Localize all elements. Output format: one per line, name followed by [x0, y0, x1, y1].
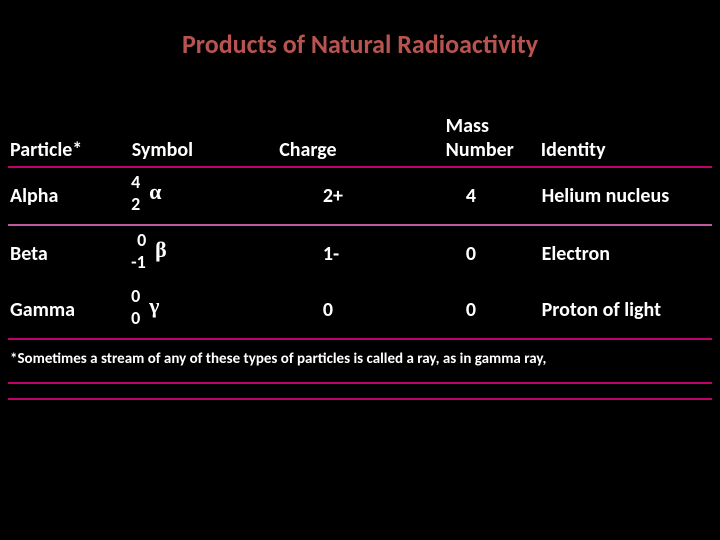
- cell-symbol: 0 0 γ: [131, 287, 278, 333]
- mass-header-line2: Number: [446, 138, 541, 162]
- cell-particle: Beta: [8, 242, 131, 266]
- cell-mass: 0: [446, 242, 542, 266]
- atomic-number: 0: [131, 309, 140, 327]
- mass-number: 0: [131, 287, 140, 305]
- particle-letter: β: [155, 239, 167, 261]
- cell-mass: 0: [446, 298, 542, 322]
- radioactivity-table: Particle* Symbol Charge Mass Number Iden…: [8, 100, 712, 400]
- table-row: Beta 0 -1 β 1- 0 Electron: [8, 226, 712, 282]
- mass-number: 4: [131, 173, 140, 191]
- table-footnote: *Sometimes a stream of any of these type…: [8, 340, 712, 382]
- particle-letter: γ: [149, 295, 159, 317]
- mass-number: 0: [137, 231, 146, 249]
- cell-symbol: 4 2 α: [131, 173, 278, 219]
- cell-particle: Gamma: [8, 298, 131, 322]
- cell-mass: 4: [446, 184, 542, 208]
- atomic-number: -1: [131, 253, 146, 271]
- cell-identity: Helium nucleus: [542, 184, 712, 208]
- spacer: [8, 384, 712, 398]
- cell-charge: 0: [278, 298, 446, 322]
- divider-bottom: [8, 398, 712, 400]
- col-header-symbol: Symbol: [132, 138, 279, 162]
- col-header-mass: Mass Number: [446, 114, 541, 162]
- cell-identity: Electron: [542, 242, 712, 266]
- cell-identity: Proton of light: [542, 298, 712, 322]
- atomic-number: 2: [131, 195, 140, 213]
- col-header-identity: Identity: [541, 138, 712, 162]
- page-title: Products of Natural Radioactivity: [0, 28, 720, 60]
- cell-charge: 2+: [278, 184, 446, 208]
- cell-charge: 1-: [278, 242, 446, 266]
- cell-particle: Alpha: [8, 184, 131, 208]
- col-header-particle: Particle*: [8, 138, 132, 162]
- cell-symbol: 0 -1 β: [131, 231, 278, 277]
- table-header-row: Particle* Symbol Charge Mass Number Iden…: [8, 100, 712, 166]
- table-row: Alpha 4 2 α 2+ 4 Helium nucleus: [8, 168, 712, 224]
- table-row: Gamma 0 0 γ 0 0 Proton of light: [8, 282, 712, 338]
- mass-header-line1: Mass: [446, 114, 541, 138]
- particle-letter: α: [149, 181, 161, 203]
- col-header-charge: Charge: [279, 138, 445, 162]
